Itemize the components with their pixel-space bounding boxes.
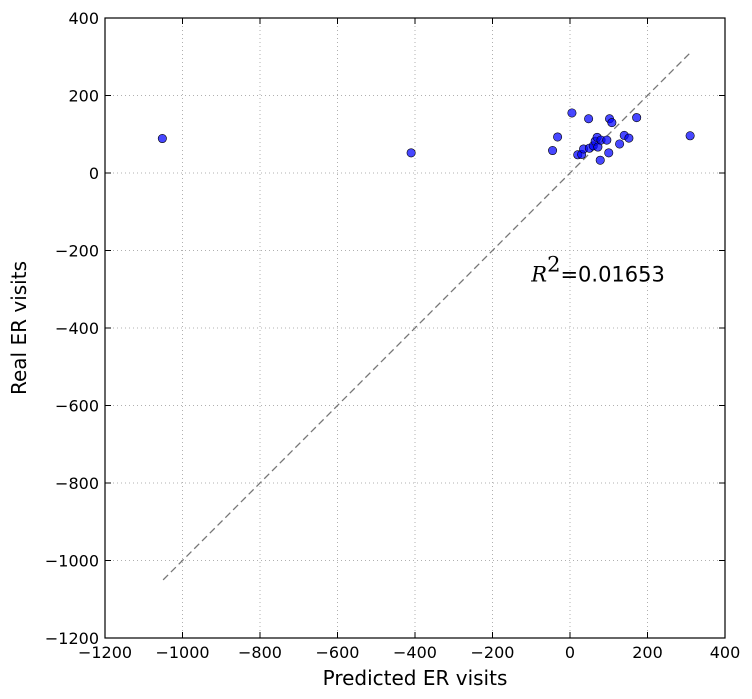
r-squared-annotation: R2=0.01653 <box>530 253 665 287</box>
reference-line <box>162 53 690 581</box>
data-point <box>553 132 563 142</box>
y-tick-label: −600 <box>55 397 99 416</box>
data-point <box>685 131 695 141</box>
x-tick-label: −200 <box>471 643 515 662</box>
y-tick-labels: −1200 −1000 −800 −600 −400 −200 0 200 400 <box>45 9 99 648</box>
y-tick-label: −1200 <box>45 629 99 648</box>
y-axis-label: Real ER visits <box>7 261 31 395</box>
x-tick-label: 200 <box>632 643 663 662</box>
r-symbol: R <box>530 263 547 287</box>
data-point <box>607 118 617 128</box>
y-tick-label: −1000 <box>45 552 99 571</box>
x-tick-label: 0 <box>565 643 575 662</box>
x-tick-label: −400 <box>393 643 437 662</box>
y-tick-label: −800 <box>55 474 99 493</box>
x-tick-label: −1200 <box>78 643 132 662</box>
x-axis-label: Predicted ER visits <box>323 666 508 690</box>
data-point <box>615 139 625 149</box>
x-tick-labels: −1200 −1000 −800 −600 −400 −200 0 200 400 <box>78 643 740 662</box>
data-points <box>157 108 695 165</box>
data-point <box>548 146 558 156</box>
data-point <box>604 148 614 158</box>
axis-ticks <box>104 17 726 639</box>
y-tick-label: 400 <box>68 9 99 28</box>
data-point <box>406 148 416 158</box>
data-point <box>624 133 634 143</box>
r-exponent: 2 <box>547 253 560 277</box>
data-point <box>595 155 605 165</box>
data-point <box>584 114 594 124</box>
x-tick-label: 400 <box>710 643 741 662</box>
data-point <box>632 113 642 123</box>
y-tick-label: 200 <box>68 87 99 106</box>
data-point <box>602 135 612 145</box>
data-point <box>567 108 577 118</box>
y-tick-label: 0 <box>89 164 99 183</box>
x-tick-label: −1000 <box>155 643 209 662</box>
r-squared-value: =0.01653 <box>560 263 664 287</box>
y-tick-label: −200 <box>55 242 99 261</box>
x-tick-label: −800 <box>238 643 282 662</box>
x-tick-label: −600 <box>316 643 360 662</box>
y-tick-label: −400 <box>55 319 99 338</box>
data-point <box>157 134 167 144</box>
